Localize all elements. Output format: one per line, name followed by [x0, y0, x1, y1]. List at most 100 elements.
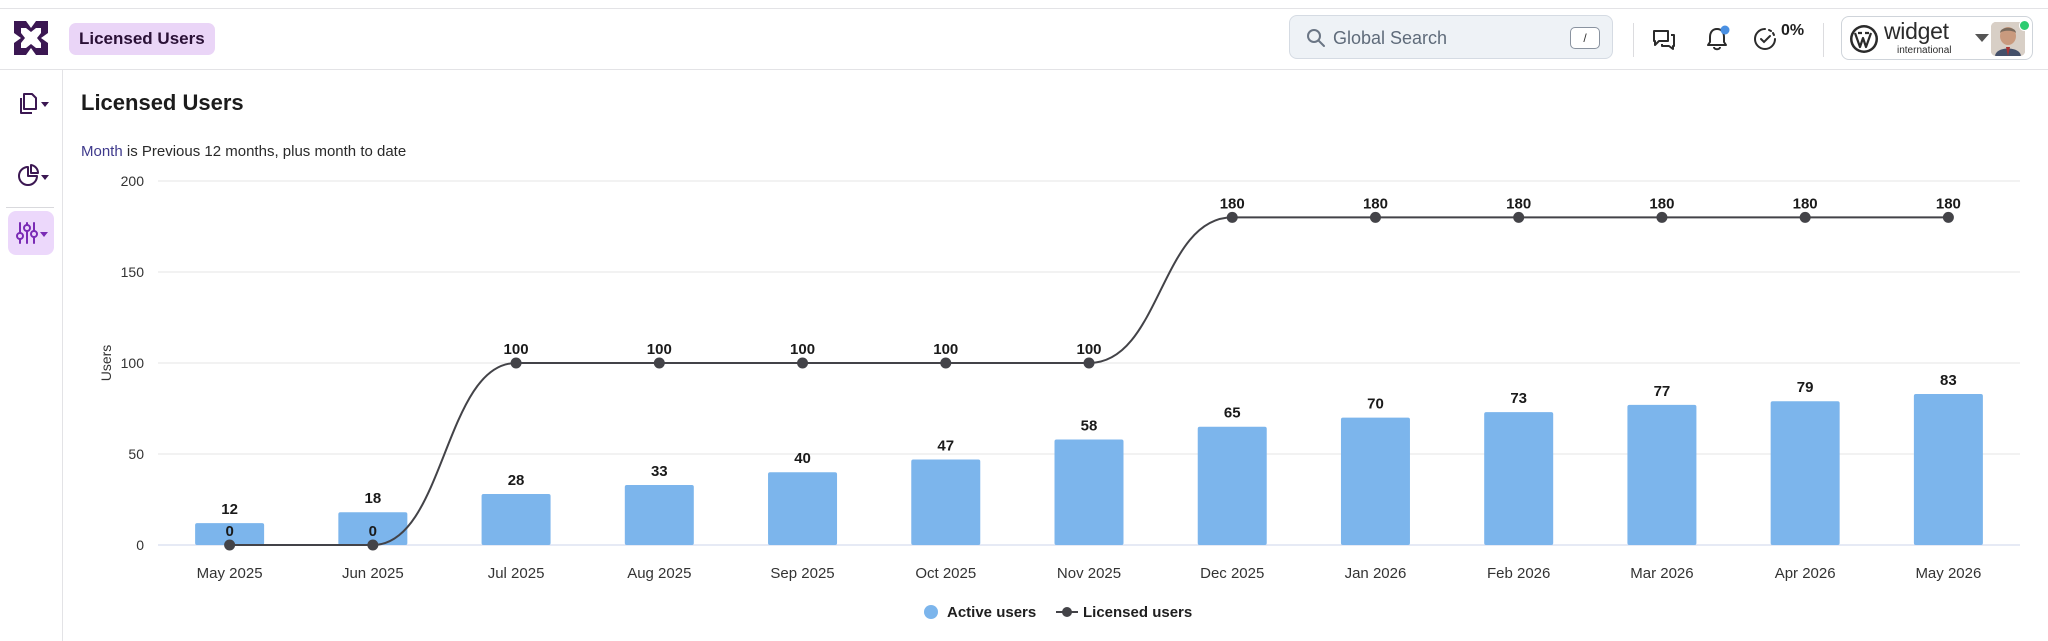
- online-status-dot: [2019, 20, 2030, 31]
- account-switcher[interactable]: widget international: [1841, 16, 2033, 60]
- x-tick-label: Apr 2026: [1775, 565, 1836, 582]
- x-tick-label: Jan 2026: [1345, 565, 1407, 582]
- data-label-active-users: 83: [1940, 372, 1957, 389]
- timer-icon[interactable]: [1751, 25, 1779, 53]
- documents-icon: [20, 93, 49, 114]
- data-label-licensed-users: 180: [1649, 195, 1674, 212]
- bar-active-users: [624, 484, 694, 545]
- filter-text: is Previous 12 months, plus month to dat…: [122, 143, 407, 160]
- data-label-licensed-users: 180: [1220, 195, 1245, 212]
- sidebar: [0, 70, 63, 641]
- y-tick-label: 150: [121, 264, 145, 280]
- sidebar-item-analytics[interactable]: [8, 154, 54, 198]
- y-tick-label: 200: [121, 173, 145, 189]
- data-label-active-users: 70: [1367, 396, 1384, 413]
- data-label-licensed-users: 100: [504, 341, 529, 358]
- data-label-active-users: 33: [651, 463, 668, 480]
- y-tick-label: 0: [136, 537, 144, 553]
- sidebar-item-settings[interactable]: [8, 211, 54, 255]
- bar-active-users: [338, 512, 408, 545]
- breadcrumb[interactable]: Licensed Users: [69, 23, 215, 55]
- bar-active-users: [768, 472, 838, 545]
- pie-chart-icon: [18, 164, 49, 186]
- x-tick-label: Aug 2025: [627, 565, 691, 582]
- point-licensed-users: [1513, 211, 1525, 223]
- filter-key[interactable]: Month: [81, 143, 123, 160]
- data-label-licensed-users: 100: [1076, 341, 1101, 358]
- bar-active-users: [1913, 393, 1983, 545]
- header-divider: [1823, 23, 1824, 57]
- bar-active-users: [1770, 401, 1840, 545]
- data-label-active-users: 58: [1081, 417, 1098, 434]
- data-label-active-users: 73: [1510, 390, 1527, 407]
- chevron-down-icon: [1975, 34, 1989, 42]
- point-licensed-users: [940, 357, 952, 369]
- y-axis-title: Users: [98, 345, 114, 382]
- sidebar-item-pages[interactable]: [8, 82, 54, 126]
- progress-percent: 0%: [1781, 22, 1805, 39]
- brand-subtitle: international: [1897, 45, 1952, 56]
- point-licensed-users: [367, 539, 379, 551]
- bell-icon[interactable]: [1703, 25, 1731, 53]
- data-label-licensed-users: 180: [1793, 195, 1818, 212]
- bar-active-users: [1484, 412, 1554, 545]
- point-licensed-users: [1083, 357, 1095, 369]
- y-tick-label: 50: [128, 446, 144, 462]
- point-licensed-users: [653, 357, 665, 369]
- app-header: Licensed Users Global Search / 0% widget…: [0, 9, 2048, 70]
- bar-active-users: [1340, 417, 1410, 545]
- search-icon: [1307, 29, 1325, 47]
- wordpress-logo-icon: [1850, 25, 1878, 53]
- data-label-licensed-users: 100: [647, 341, 672, 358]
- top-border: [0, 8, 2048, 9]
- header-divider: [1633, 23, 1634, 57]
- sidebar-divider: [6, 207, 54, 208]
- data-label-active-users: 47: [937, 437, 954, 454]
- x-tick-label: Mar 2026: [1630, 565, 1693, 582]
- bar-active-users: [1197, 426, 1267, 545]
- point-licensed-users: [1656, 211, 1668, 223]
- data-label-active-users: 65: [1224, 405, 1241, 422]
- x-tick-label: Nov 2025: [1057, 565, 1121, 582]
- legend-label-licensed-users: Licensed users: [1083, 604, 1192, 621]
- legend-marker-active-users: [924, 605, 938, 619]
- app-logo-icon[interactable]: [12, 19, 50, 57]
- data-label-active-users: 12: [221, 501, 238, 518]
- point-licensed-users: [224, 539, 236, 551]
- bar-active-users: [195, 523, 265, 545]
- data-label-licensed-users: 0: [225, 523, 233, 540]
- data-label-licensed-users: 100: [790, 341, 815, 358]
- x-tick-label: Jul 2025: [488, 565, 545, 582]
- data-label-active-users: 28: [508, 472, 525, 489]
- search-input[interactable]: Global Search: [1333, 28, 1448, 48]
- legend-label-active-users: Active users: [947, 604, 1036, 621]
- global-search[interactable]: Global Search /: [1289, 15, 1613, 59]
- point-licensed-users: [1369, 211, 1381, 223]
- x-tick-label: Jun 2025: [342, 565, 404, 582]
- legend-marker-licensed-users: [1062, 607, 1072, 617]
- chat-icon[interactable]: [1650, 25, 1678, 53]
- data-label-licensed-users: 0: [369, 523, 377, 540]
- data-label-active-users: 40: [794, 450, 811, 467]
- x-tick-label: Dec 2025: [1200, 565, 1264, 582]
- point-licensed-users: [1226, 211, 1238, 223]
- bar-active-users: [1054, 439, 1124, 545]
- bar-active-users: [1627, 404, 1697, 545]
- search-shortcut-badge: /: [1570, 27, 1600, 49]
- x-tick-label: Feb 2026: [1487, 565, 1550, 582]
- y-tick-label: 100: [121, 355, 145, 371]
- x-tick-label: Oct 2025: [915, 565, 976, 582]
- data-label-active-users: 79: [1797, 379, 1814, 396]
- point-licensed-users: [1799, 211, 1811, 223]
- filter-description[interactable]: Month is Previous 12 months, plus month …: [81, 143, 406, 160]
- data-label-licensed-users: 180: [1506, 195, 1531, 212]
- page-title: Licensed Users: [81, 90, 244, 115]
- x-tick-label: Sep 2025: [770, 565, 834, 582]
- bar-active-users: [481, 494, 551, 545]
- notification-dot: [1720, 25, 1730, 35]
- x-tick-label: May 2025: [197, 565, 263, 582]
- data-label-licensed-users: 100: [933, 341, 958, 358]
- data-label-licensed-users: 180: [1936, 195, 1961, 212]
- x-tick-label: May 2026: [1915, 565, 1981, 582]
